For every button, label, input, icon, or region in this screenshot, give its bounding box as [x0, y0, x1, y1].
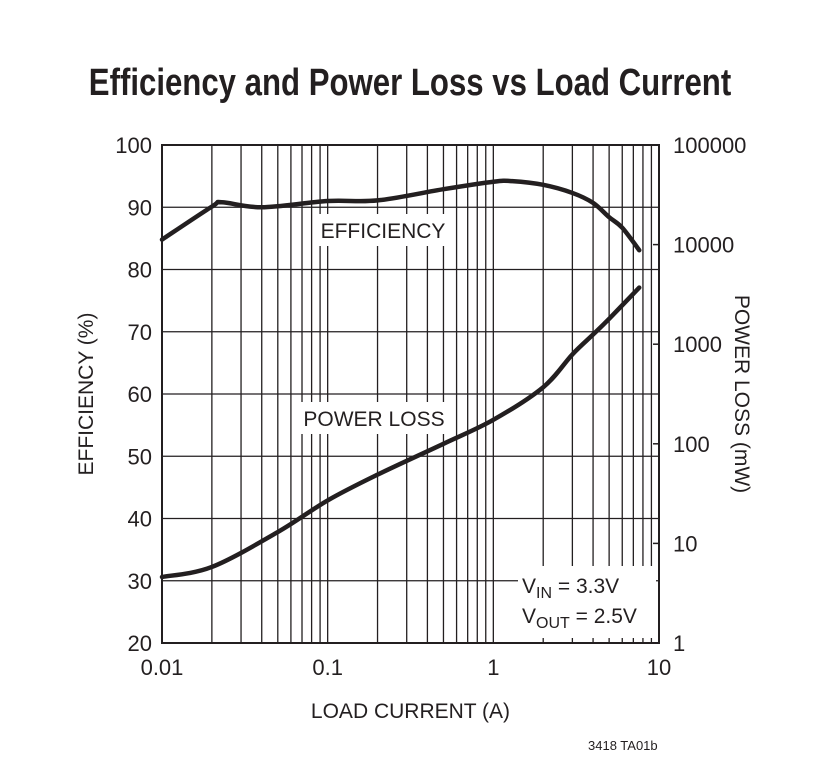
y-tick-label: 20	[128, 631, 152, 656]
y2-tick-label: 100	[673, 432, 710, 457]
y2-tick-label: 10	[673, 531, 697, 556]
y-tick-label: 60	[128, 382, 152, 407]
y2-axis-label: POWER LOSS (mW)	[730, 295, 753, 493]
y2-tick-label: 1	[673, 631, 685, 656]
y-tick-label: 90	[128, 195, 152, 220]
label-bg	[318, 214, 448, 246]
x-axis-label: LOAD CURRENT (A)	[311, 700, 510, 723]
annotation-vout: VOUT = 2.5V	[522, 605, 637, 632]
label-bg	[518, 566, 656, 638]
series-line-efficiency	[159, 178, 642, 253]
y-tick-label: 100	[115, 133, 152, 158]
plot-frame	[161, 144, 660, 644]
y-tick-label: 80	[128, 258, 152, 283]
y2-tick-label: 1000	[673, 332, 722, 357]
x-tick-label: 10	[647, 655, 671, 680]
series-label-efficiency: EFFICIENCY	[321, 220, 446, 243]
figure-code: 3418 TA01b	[588, 738, 658, 753]
y2-tick-label: 100000	[673, 133, 746, 158]
y-axis-label: EFFICIENCY (%)	[75, 313, 98, 476]
series-label-power-loss: POWER LOSS	[303, 408, 444, 431]
x-tick-label: 0.1	[312, 655, 343, 680]
y-tick-label: 40	[128, 507, 152, 532]
x-tick-label: 1	[487, 655, 499, 680]
label-bg	[298, 402, 450, 434]
annotation-vin: VIN = 3.3V	[522, 575, 619, 602]
series-line-power-loss	[159, 285, 642, 580]
y-tick-label: 30	[128, 569, 152, 594]
x-tick-label: 0.01	[141, 655, 184, 680]
chart-title: Efficiency and Power Loss vs Load Curren…	[88, 62, 732, 104]
y-tick-label: 70	[128, 320, 152, 345]
y2-tick-label: 10000	[673, 233, 734, 258]
y-tick-label: 50	[128, 444, 152, 469]
